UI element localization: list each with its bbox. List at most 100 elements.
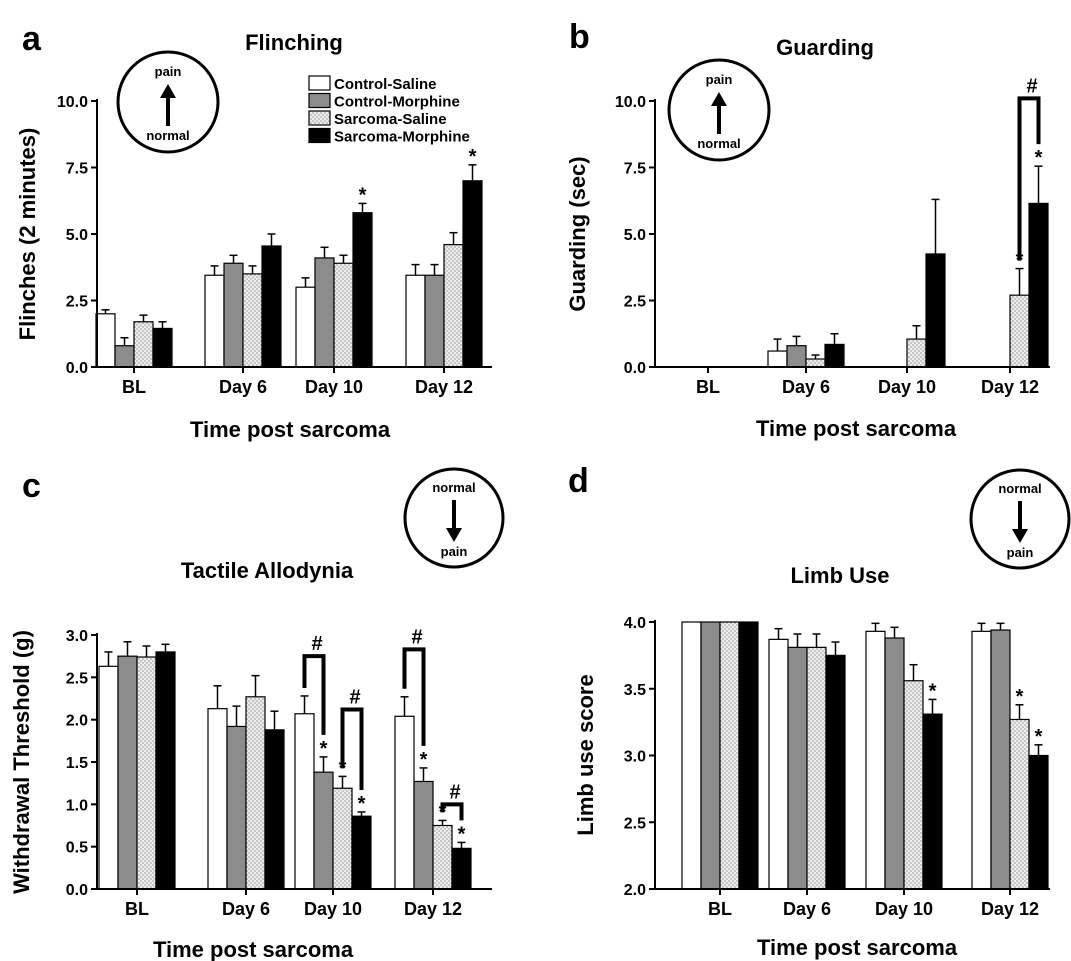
- bar: [767, 350, 788, 368]
- y-tick-label: 7.5: [66, 161, 88, 178]
- y-axis-label: Flinches (2 minutes): [15, 128, 40, 341]
- legend-swatch: [308, 110, 331, 126]
- bar: [117, 655, 138, 890]
- y-axis-label: Limb use score: [573, 674, 598, 835]
- comparison-bracket: [440, 802, 464, 821]
- bar: [155, 651, 176, 890]
- bar: [719, 621, 740, 890]
- x-axis-label: Time post sarcoma: [190, 417, 391, 442]
- comparison-bracket: [340, 707, 364, 790]
- panel-b: b Guarding Time post sarcoma Guarding (sec)…: [565, 18, 1050, 441]
- comparison-bracket: [1017, 96, 1041, 261]
- panel-letter: d: [568, 462, 589, 500]
- panel-letter: b: [569, 18, 590, 56]
- legend-swatch: [308, 127, 331, 144]
- indicator-top-label: pain: [155, 64, 182, 79]
- legend-swatch: [308, 92, 331, 109]
- bar: [1028, 754, 1049, 890]
- bar: [264, 729, 285, 890]
- y-tick-label: 3.0: [66, 628, 88, 645]
- bar: [136, 656, 157, 890]
- bar: [261, 245, 282, 368]
- bar: [432, 824, 453, 890]
- direction-indicator: pain normal: [116, 50, 220, 154]
- x-tick-label: BL: [708, 899, 732, 919]
- bar: [884, 637, 905, 890]
- indicator-bottom-label: pain: [1007, 545, 1034, 560]
- bar: [152, 327, 173, 368]
- bar: [204, 274, 225, 368]
- legend: Control-SalineControl-MorphineSarcoma-Sa…: [308, 75, 470, 146]
- bracket-label: #: [311, 633, 322, 655]
- x-tick-label: Day 12: [415, 377, 473, 397]
- significance-star: *: [358, 793, 366, 815]
- arrow-down-icon: [446, 528, 462, 542]
- x-tick-label: Day 10: [875, 899, 933, 919]
- bar: [98, 665, 119, 890]
- bar: [95, 313, 116, 368]
- bar: [1028, 202, 1049, 368]
- bar: [990, 629, 1011, 890]
- bar: [903, 680, 924, 890]
- significance-star: *: [1035, 726, 1043, 748]
- bar: [242, 273, 263, 368]
- bar: [700, 621, 721, 890]
- bar: [245, 696, 266, 890]
- significance-star: *: [420, 749, 428, 771]
- bar: [223, 262, 244, 368]
- significance-star: *: [469, 146, 477, 168]
- bar: [786, 345, 807, 368]
- comparison-bracket: [402, 647, 426, 746]
- significance-star: *: [320, 738, 328, 760]
- indicator-bottom-label: pain: [441, 544, 468, 559]
- legend-entry: Control-Saline: [334, 76, 437, 93]
- bar: [333, 262, 354, 368]
- y-tick-label: 5.0: [66, 227, 88, 244]
- significance-star: *: [458, 823, 466, 845]
- indicator-bottom-label: normal: [146, 128, 189, 143]
- x-tick-label: Day 10: [304, 899, 362, 919]
- bar: [681, 621, 702, 890]
- y-tick-label: 1.5: [66, 755, 88, 772]
- bar: [922, 713, 943, 890]
- direction-indicator: pain normal: [667, 58, 771, 162]
- bar: [294, 713, 315, 890]
- y-tick-label: 10.0: [615, 94, 646, 111]
- significance-star: *: [1035, 147, 1043, 169]
- x-tick-label: BL: [696, 377, 720, 397]
- y-tick-label: 0.5: [66, 840, 88, 857]
- arrow-up-icon: [711, 92, 727, 106]
- x-tick-label: Day 12: [404, 899, 462, 919]
- bar: [1009, 294, 1030, 368]
- bar: [906, 338, 927, 368]
- bar: [443, 244, 464, 368]
- y-tick-label: 0.0: [624, 360, 646, 377]
- y-tick-label: 3.5: [624, 682, 646, 699]
- x-tick-label: Day 12: [981, 899, 1039, 919]
- direction-indicator: normal pain: [403, 467, 505, 569]
- x-tick-label: Day 6: [219, 377, 267, 397]
- panel-letter: a: [22, 20, 42, 58]
- bar: [114, 345, 135, 368]
- chart-title: Limb Use: [790, 563, 889, 588]
- bar: [925, 253, 946, 368]
- x-tick-label: Day 6: [222, 899, 270, 919]
- legend-entry: Sarcoma-Saline: [334, 111, 447, 128]
- indicator-bottom-label: normal: [697, 136, 740, 151]
- legend-entry: Control-Morphine: [334, 94, 460, 111]
- x-axis-label: Time post sarcoma: [757, 935, 958, 960]
- y-tick-label: 2.5: [624, 294, 646, 311]
- y-tick-label: 0.0: [66, 360, 88, 377]
- bar: [768, 638, 789, 890]
- bracket-label: #: [449, 781, 460, 803]
- x-tick-label: Day 10: [878, 377, 936, 397]
- chart-layer: a Flinching Time post sarcoma Flinches (2 m…: [9, 18, 1071, 961]
- direction-indicator: normal pain: [969, 468, 1071, 570]
- bar: [451, 847, 472, 890]
- bar: [314, 257, 335, 368]
- significance-star: *: [359, 184, 367, 206]
- y-tick-label: 2.5: [66, 294, 88, 311]
- y-tick-label: 1.0: [66, 797, 88, 814]
- bar: [865, 630, 886, 890]
